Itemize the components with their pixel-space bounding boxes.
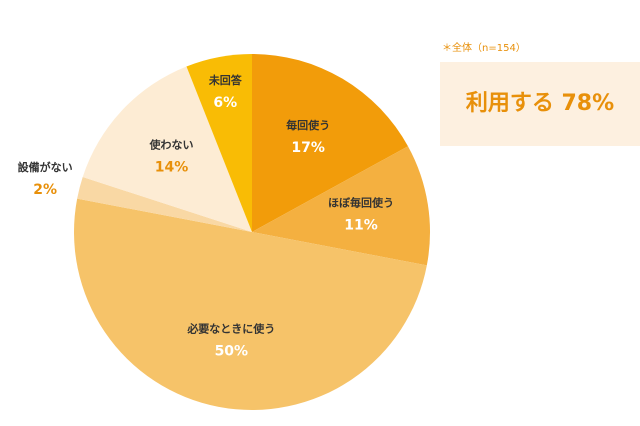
slice-value: 14% — [155, 159, 189, 175]
slice-label: 設備がない — [18, 160, 73, 174]
callout-box — [440, 62, 640, 146]
slice-label: 必要なときに使う — [186, 321, 275, 335]
slice-value: 11% — [344, 218, 378, 234]
pie-slice — [252, 54, 408, 232]
pie-slice — [77, 176, 253, 232]
slice-label: 未回答 — [208, 73, 243, 87]
pie-slice — [252, 146, 431, 266]
slice-value: 6% — [213, 95, 237, 111]
slice-label: 毎回使う — [286, 118, 330, 132]
slice-value: 2% — [33, 182, 57, 198]
pie-slice — [82, 66, 252, 232]
slice-label: ほぼ毎回使う — [328, 196, 394, 210]
note: ＊全体（n=154） — [442, 41, 526, 54]
slice-value: 50% — [215, 343, 249, 359]
pie-slice — [186, 54, 252, 232]
slice-value: 17% — [291, 140, 325, 156]
pie-slice — [73, 198, 427, 411]
slice-label: 使わない — [149, 137, 194, 151]
callout: 利用する 78% — [466, 91, 614, 116]
